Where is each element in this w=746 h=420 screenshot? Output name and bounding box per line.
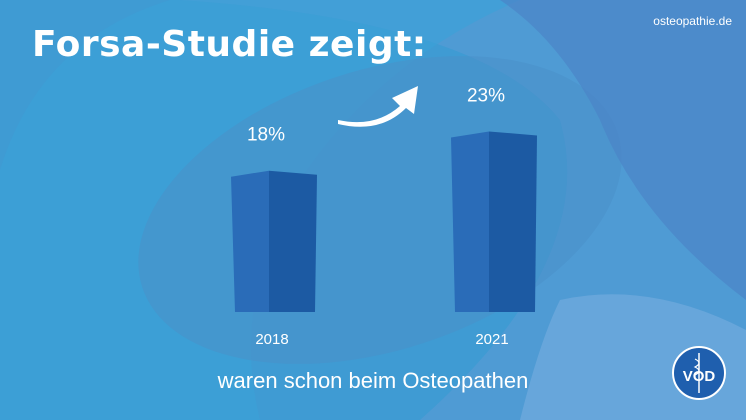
page-title: Forsa-Studie zeigt: [32,24,427,65]
chart-subtitle: waren schon beim Osteopathen [217,368,529,393]
data-label-2021: 23% [467,85,505,106]
bar-side-face [269,170,317,312]
logo-text: VOD [683,368,716,385]
arrow-up-right-icon [338,86,418,127]
bar-front-face [451,131,489,312]
x-tick-label-2018: 2018 [255,331,288,348]
data-label-2018: 18% [247,125,285,146]
bar-2021 [451,131,537,312]
bar-side-face [489,131,537,312]
website-label: osteopathie.de [653,14,732,28]
x-tick-label-2021: 2021 [475,331,508,348]
bar-2018 [231,170,317,312]
bar-front-face [231,170,269,312]
vod-logo: VOD [672,346,726,400]
